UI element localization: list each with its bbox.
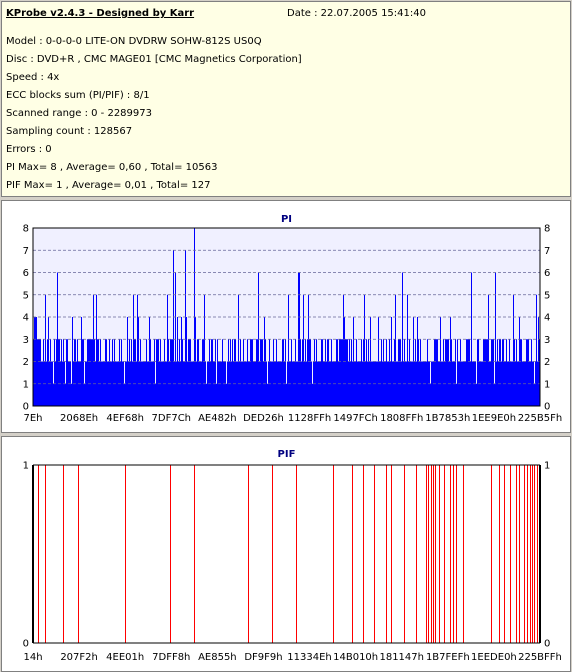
x-tick-label: 7DFF8h <box>152 652 190 663</box>
y-tick-label-left: 0 <box>23 639 29 650</box>
plot-area <box>33 465 540 643</box>
y-tick-label-left: 8 <box>23 224 29 235</box>
y-tick-label-left: 2 <box>23 357 29 368</box>
x-tick-label: 7Eh <box>23 413 42 424</box>
x-tick-label: 181147h <box>379 652 424 663</box>
y-tick-label-left: 4 <box>23 313 29 324</box>
info-line-speed: Speed : 4x <box>6 72 60 83</box>
info-line-pi-summary: PI Max= 8 , Average= 0,60 , Total= 10563 <box>6 162 218 173</box>
x-tick-label: DED26h <box>243 413 284 424</box>
y-tick-label-left: 3 <box>23 335 29 346</box>
scan-date: Date : 22.07.2005 15:41:40 <box>287 8 426 19</box>
y-tick-label-left: 1 <box>23 461 29 472</box>
x-tick-label: 207F2h <box>60 652 98 663</box>
x-tick-label: AE482h <box>198 413 237 424</box>
x-tick-label: 225BFFh <box>518 652 562 663</box>
y-tick-label-right: 4 <box>544 313 550 324</box>
x-tick-label: 225B5Fh <box>518 413 562 424</box>
x-tick-label: 4EE01h <box>106 652 144 663</box>
x-tick-label: 14h <box>23 652 42 663</box>
y-tick-label-left: 0 <box>23 402 29 413</box>
y-tick-label-right: 1 <box>544 379 550 390</box>
y-tick-label-right: 8 <box>544 224 550 235</box>
pi-chart-title: PI <box>281 214 292 225</box>
info-panel: KProbe v2.4.3 - Designed by Karr Date : … <box>1 1 571 197</box>
y-tick-label-left: 7 <box>23 246 29 257</box>
y-tick-label-left: 6 <box>23 268 29 279</box>
x-tick-label: 1EE9E0h <box>472 413 516 424</box>
info-line-ecc: ECC blocks sum (PI/PIF) : 8/1 <box>6 90 150 101</box>
x-tick-label: 14B010h <box>333 652 378 663</box>
info-line-disc: Disc : DVD+R , CMC MAGE01 [CMC Magnetics… <box>6 54 302 65</box>
x-tick-label: 1EEDE0h <box>471 652 517 663</box>
pif-chart: PIF 0 0 1 1 14h 207F2h 4EE01h 7DFF8h AE855h DF9F9h… <box>23 449 562 663</box>
pif-series <box>38 465 541 643</box>
info-line-errors: Errors : 0 <box>6 144 52 155</box>
y-tick-label-right: 0 <box>544 639 550 650</box>
x-tick-label: AE855h <box>198 652 237 663</box>
y-tick-label-right: 1 <box>544 461 550 472</box>
x-tick-label: 11334Eh <box>287 652 331 663</box>
pif-chart-title: PIF <box>278 449 296 460</box>
info-line-range: Scanned range : 0 - 2289973 <box>6 108 152 119</box>
info-line-model: Model : 0-0-0-0 LITE-ON DVDRW SOHW-812S … <box>6 36 262 47</box>
x-tick-label: 2068Eh <box>60 413 98 424</box>
app-title: KProbe v2.4.3 - Designed by Karr <box>6 8 195 19</box>
y-tick-label-left: 1 <box>23 379 29 390</box>
x-tick-label: 1128FFh <box>288 413 331 424</box>
info-line-pif-summary: PIF Max= 1 , Average= 0,01 , Total= 127 <box>6 180 211 191</box>
x-tick-label: 1B7853h <box>425 413 470 424</box>
x-tick-label: 1B7FEFh <box>426 652 470 663</box>
plot-frame <box>32 227 541 407</box>
x-tick-label: 1497FCh <box>333 413 378 424</box>
pif-chart-panel: PIF 0 0 1 1 14h 207F2h 4EE01h 7DFF8h AE855h DF9F9h… <box>1 436 571 672</box>
y-tick-label-right: 6 <box>544 268 550 279</box>
x-tick-label: 1808FFh <box>380 413 423 424</box>
y-tick-label-left: 5 <box>23 290 29 301</box>
y-tick-label-right: 5 <box>544 290 550 301</box>
y-tick-label-right: 7 <box>544 246 550 257</box>
y-tick-label-right: 2 <box>544 357 550 368</box>
pi-chart: PI 0 0 1 1 2 2 3 3 4 4 5 5 6 6 7 7 8 8 7Eh 2068Eh 4EF68h 7DF7C… <box>23 214 563 424</box>
x-tick-label: DF9F9h <box>244 652 282 663</box>
x-tick-label: 4EF68h <box>106 413 144 424</box>
y-tick-label-right: 0 <box>544 402 550 413</box>
info-line-sampling: Sampling count : 128567 <box>6 126 133 137</box>
pi-chart-panel: PI 0 0 1 1 2 2 3 3 4 4 5 5 6 6 7 7 8 8 7Eh 2068Eh 4EF68h 7DF7C… <box>1 200 571 433</box>
x-tick-label: 7DF7Ch <box>152 413 192 424</box>
y-tick-label-right: 3 <box>544 335 550 346</box>
